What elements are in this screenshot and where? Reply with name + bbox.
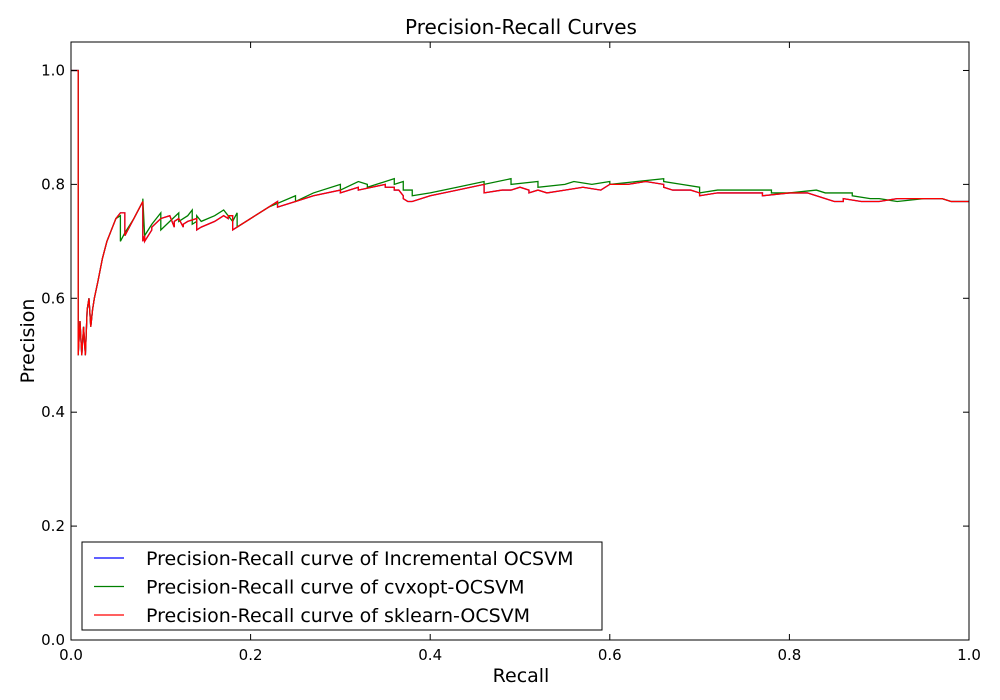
legend: Precision-Recall curve of Incremental OC…	[81, 541, 603, 631]
legend-box	[81, 541, 603, 631]
plot-area	[71, 42, 969, 640]
y-tick-label: 0.8	[41, 175, 65, 193]
series-line-3	[71, 69, 969, 356]
y-tick-label: 0.6	[41, 289, 65, 307]
y-axis-title: Precision	[17, 299, 39, 384]
legend-label-2: Precision-Recall curve of cvxopt-OCSVM	[146, 577, 525, 599]
y-tick-label: 0.2	[41, 517, 65, 535]
ticks-layer: 0.0 0.2 0.4 0.6 0.8 1.0 0.0 0.2 0.4 0.6 0.8 1.0	[41, 42, 981, 664]
series-layer	[71, 69, 969, 356]
x-tick-label: 0.0	[59, 646, 83, 664]
x-tick-label: 0.6	[598, 646, 622, 664]
y-tick-label: 0.0	[41, 631, 65, 649]
legend-label-3: Precision-Recall curve of sklearn-OCSVM	[146, 605, 530, 627]
x-tick-label: 0.8	[777, 646, 801, 664]
chart-title: Precision-Recall Curves	[405, 15, 637, 39]
plot-frame	[70, 41, 970, 641]
x-axis-title: Recall	[493, 665, 550, 687]
x-tick-label: 1.0	[957, 646, 981, 664]
y-tick-label: 0.4	[41, 403, 65, 421]
y-tick-label: 1.0	[41, 61, 65, 79]
legend-label-1: Precision-Recall curve of Incremental OC…	[146, 548, 573, 570]
x-tick-label: 0.2	[239, 646, 263, 664]
x-tick-label: 0.4	[418, 646, 442, 664]
